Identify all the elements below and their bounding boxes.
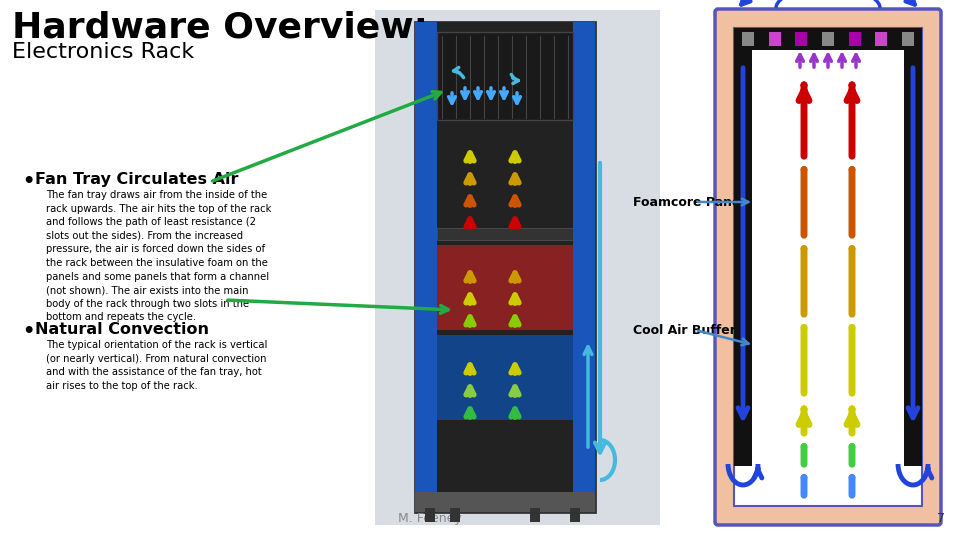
Bar [795,32,807,46]
Text: •: • [22,322,35,341]
Text: •: • [22,172,35,191]
Bar [530,508,540,522]
Text: Cool Air Buffer: Cool Air Buffer [633,323,736,336]
Bar [734,50,752,466]
Bar [375,10,660,525]
Bar [734,28,922,506]
Bar [769,32,780,46]
Text: Natural Convection: Natural Convection [35,322,209,337]
Bar [902,32,914,46]
Bar [437,335,573,420]
Bar [415,22,437,512]
Bar [734,28,922,50]
Text: M. Feeney: M. Feeney [398,512,462,525]
Bar [849,32,861,46]
Bar [415,492,595,512]
Bar [904,50,922,466]
Bar [437,22,573,512]
Bar [415,22,595,512]
Bar [822,32,834,46]
Text: Foamcore Panels: Foamcore Panels [633,195,752,208]
Text: Hardware Overview:: Hardware Overview: [12,10,428,44]
Bar [437,228,573,240]
Text: Electronics Rack: Electronics Rack [12,42,194,62]
FancyBboxPatch shape [715,9,941,525]
Bar [450,508,460,522]
Bar [742,32,754,46]
Bar [876,32,887,46]
Bar [570,508,580,522]
Bar [437,245,573,330]
Bar [425,508,435,522]
Bar [437,32,573,120]
Text: The fan tray draws air from the inside of the
rack upwards. The air hits the top: The fan tray draws air from the inside o… [46,190,272,322]
Text: 7: 7 [937,512,945,525]
Bar [573,22,595,512]
Text: Fan Tray Circulates Air: Fan Tray Circulates Air [35,172,238,187]
Text: The typical orientation of the rack is vertical
(or nearly vertical). From natur: The typical orientation of the rack is v… [46,340,268,391]
